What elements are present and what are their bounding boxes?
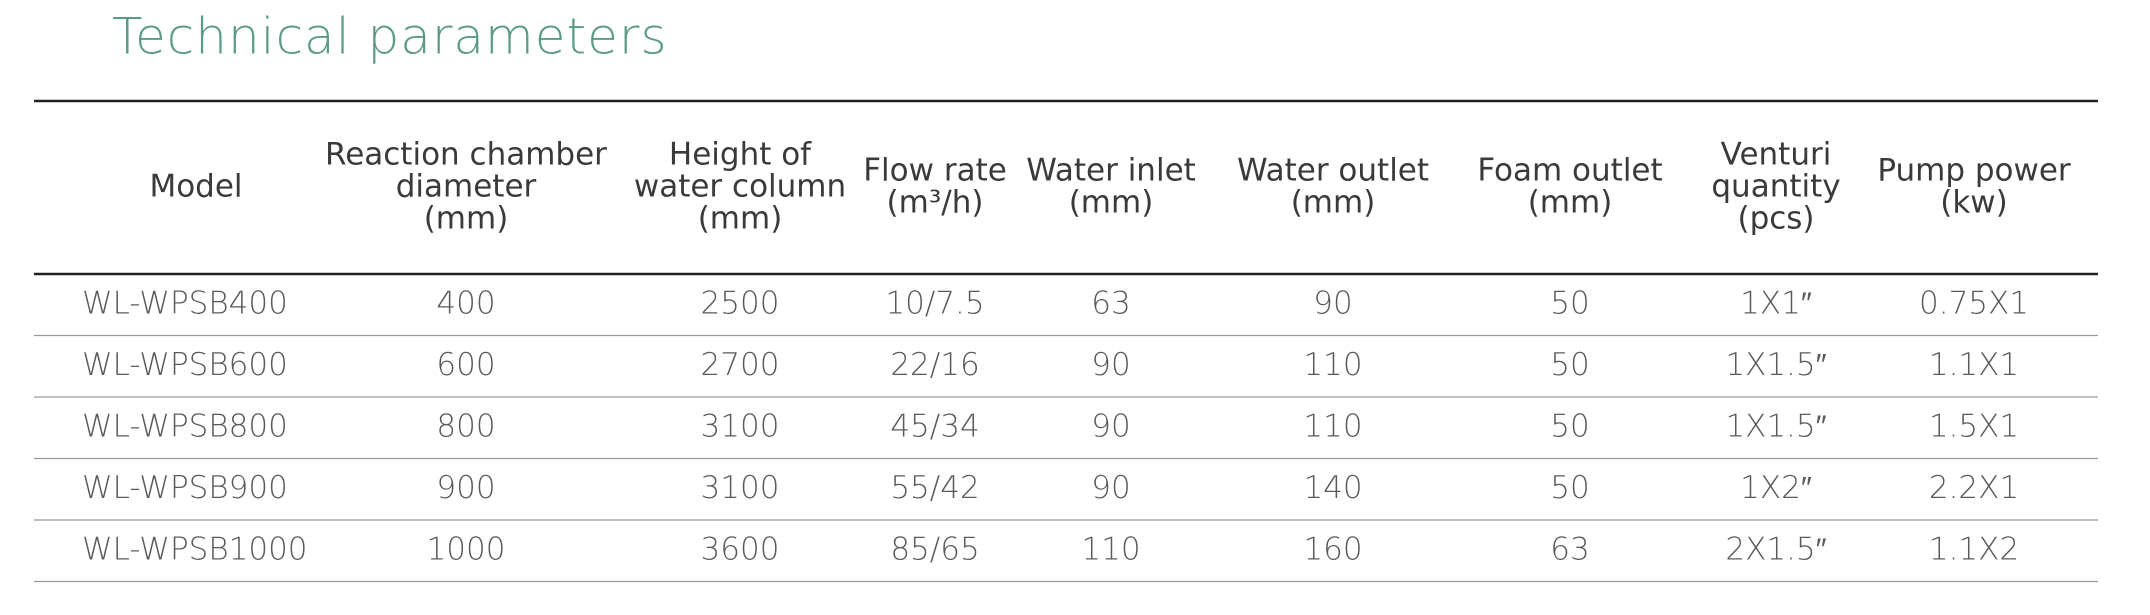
table-cell: 1X2″: [1740, 470, 1812, 506]
column-header: Venturi: [1721, 137, 1832, 173]
table-cell: 160: [1303, 531, 1362, 567]
column-header: (pcs): [1737, 201, 1814, 237]
table-cell: 140: [1303, 470, 1362, 506]
column-header: Flow rate: [863, 153, 1007, 189]
table-cell: 3100: [701, 408, 780, 444]
table-cell: 90: [1091, 408, 1130, 444]
table-cell: 85/65: [890, 531, 979, 567]
model-cell: WL-WPSB400: [82, 285, 288, 321]
column-header: water column: [634, 169, 846, 205]
table-cell: 10/7.5: [885, 285, 984, 321]
table-cell: 50: [1550, 347, 1589, 383]
model-cell: WL-WPSB800: [82, 408, 288, 444]
column-header: (mm): [424, 201, 509, 237]
table-cell: 900: [436, 470, 495, 506]
table-cell: 400: [436, 285, 495, 321]
table-cell: 110: [1303, 408, 1362, 444]
model-cell: WL-WPSB1000: [82, 531, 308, 567]
table-cell: 90: [1313, 285, 1352, 321]
table-cell: 110: [1081, 531, 1140, 567]
table-cell: 63: [1550, 531, 1589, 567]
table-cell: 50: [1550, 408, 1589, 444]
title: Technical parameters: [112, 8, 668, 66]
column-header: diameter: [396, 169, 537, 205]
table-cell: 50: [1550, 470, 1589, 506]
table-cell: 110: [1303, 347, 1362, 383]
table-cell: 2.2X1: [1929, 470, 2019, 506]
table-cell: 1X1.5″: [1725, 408, 1826, 444]
column-header: (mm): [1069, 185, 1154, 221]
table-cell: 1.1X2: [1929, 531, 2019, 567]
table-cell: 2X1.5″: [1725, 531, 1826, 567]
column-header: Model: [149, 169, 242, 205]
column-header: Water outlet: [1237, 153, 1429, 189]
table-cell: 1.5X1: [1929, 408, 2019, 444]
table-cell: 1000: [427, 531, 506, 567]
table-cell: 22/16: [890, 347, 979, 383]
table-cell: 2500: [701, 285, 780, 321]
column-header: Pump power: [1877, 153, 2071, 189]
column-header: Reaction chamber: [325, 137, 607, 173]
column-header: (kw): [1940, 185, 2008, 221]
model-cell: WL-WPSB600: [82, 347, 288, 383]
table-cell: 90: [1091, 347, 1130, 383]
column-header: Height of: [669, 137, 812, 173]
column-header: (mm): [698, 201, 783, 237]
table-cell: 0.75X1: [1919, 285, 2029, 321]
column-header: Foam outlet: [1477, 153, 1662, 189]
column-header: (mm): [1528, 185, 1613, 221]
table-cell: 2700: [701, 347, 780, 383]
table-cell: 600: [436, 347, 495, 383]
column-header: (mm): [1291, 185, 1376, 221]
column-header: (m³/h): [887, 185, 984, 221]
table-cell: 1X1.5″: [1725, 347, 1826, 383]
table-cell: 90: [1091, 470, 1130, 506]
column-header: Water inlet: [1026, 153, 1196, 189]
table-cell: 55/42: [890, 470, 979, 506]
table-cell: 50: [1550, 285, 1589, 321]
column-header: quantity: [1711, 169, 1840, 205]
table-cell: 45/34: [890, 408, 979, 444]
table-cell: 1X1″: [1740, 285, 1812, 321]
table-cell: 800: [436, 408, 495, 444]
table-cell: 3100: [701, 470, 780, 506]
table-cell: 3600: [701, 531, 780, 567]
model-cell: WL-WPSB900: [82, 470, 288, 506]
table-cell: 63: [1091, 285, 1130, 321]
table-cell: 1.1X1: [1929, 347, 2019, 383]
